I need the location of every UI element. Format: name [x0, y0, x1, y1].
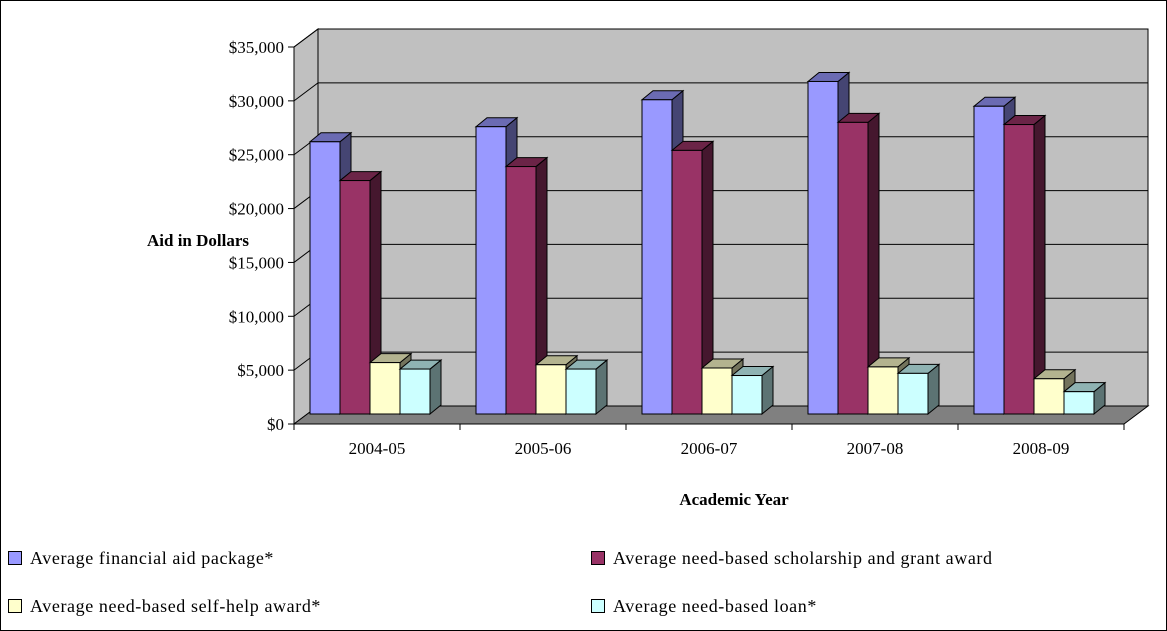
bar [369, 362, 401, 415]
y-tick-label: $0 [267, 415, 284, 434]
bar [565, 368, 597, 415]
gridline [293, 82, 1148, 102]
legend-label: Average need-based self-help award* [30, 595, 322, 616]
chart-legend: Average financial aid package* Average ne… [0, 538, 1167, 628]
bar [641, 99, 673, 415]
x-tick-label: 2007-08 [847, 439, 904, 458]
y-tick-label: $25,000 [229, 146, 284, 165]
bar [837, 121, 869, 415]
legend-label: Average need-based loan* [613, 595, 817, 616]
legend-swatch [8, 599, 22, 613]
legend-item: Average need-based scholarship and grant… [591, 546, 993, 570]
y-tick-label: $35,000 [229, 38, 284, 57]
y-tick-label: $5,000 [237, 361, 284, 380]
legend-swatch [591, 551, 605, 565]
y-tick-label: $30,000 [229, 92, 284, 111]
bar [897, 372, 929, 415]
bar [399, 368, 431, 415]
x-tick-label: 2005-06 [515, 439, 572, 458]
y-tick-label: $10,000 [229, 307, 284, 326]
bar-side [1033, 114, 1046, 416]
x-tick-label: 2006-07 [681, 439, 738, 458]
bar [1063, 391, 1095, 415]
x-tick-label: 2008-09 [1013, 439, 1070, 458]
bar [475, 126, 507, 415]
legend-swatch [591, 599, 605, 613]
legend-item: Average need-based loan* [591, 594, 817, 618]
legend-item: Average financial aid package* [8, 546, 274, 570]
bar [535, 364, 567, 415]
bar [1033, 378, 1065, 415]
chart-plot: $0 $5,000 $10,000 $15,000 $20,000 $25,000 $30,… [147, 28, 1150, 509]
bar [309, 141, 341, 415]
bar [867, 366, 899, 415]
y-tick-label: $20,000 [229, 200, 284, 219]
legend-label: Average financial aid package* [30, 547, 275, 568]
legend-label: Average need-based scholarship and grant… [613, 547, 993, 568]
bar [973, 105, 1005, 415]
bar [701, 367, 733, 415]
bar [671, 149, 703, 415]
y-tick-label: $15,000 [229, 253, 284, 272]
bar [505, 166, 537, 415]
bar [1003, 124, 1035, 415]
bar [807, 80, 839, 415]
x-axis-title: Academic Year [679, 490, 789, 509]
bar [339, 180, 371, 415]
legend-item: Average need-based self-help award* [8, 594, 321, 618]
x-tick-label: 2004-05 [349, 439, 406, 458]
legend-swatch [8, 551, 22, 565]
gridline [293, 28, 1148, 48]
bar [731, 375, 763, 415]
y-axis-title: Aid in Dollars [147, 231, 249, 250]
